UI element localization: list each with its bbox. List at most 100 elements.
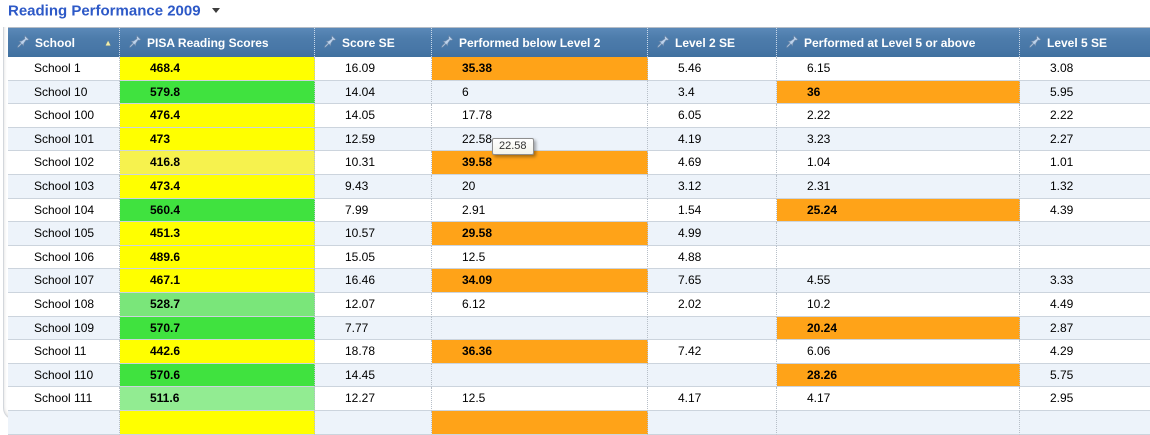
cell-score-se[interactable]: 16.09 bbox=[315, 57, 432, 81]
cell-pisa-score[interactable]: 476.4 bbox=[120, 104, 315, 128]
cell-level5-se[interactable]: 4.49 bbox=[1020, 292, 1150, 317]
cell-school[interactable]: School 1 bbox=[8, 57, 120, 81]
table-row[interactable]: School 1 468.4 16.09 35.38 5.46 6.15 3.08 bbox=[8, 57, 1150, 81]
column-header-school[interactable]: School ▲ bbox=[8, 28, 120, 57]
pin-icon[interactable] bbox=[785, 35, 799, 48]
cell-level2-se[interactable]: 4.88 bbox=[648, 245, 777, 270]
cell-level5-se[interactable] bbox=[1020, 410, 1150, 435]
cell-score-se[interactable]: 7.99 bbox=[315, 198, 432, 223]
cell-below-level2[interactable]: 35.38 bbox=[432, 57, 648, 81]
cell-below-level2[interactable]: 6 bbox=[432, 80, 648, 105]
cell-pisa-score[interactable]: 416.8 bbox=[120, 151, 315, 175]
cell-score-se[interactable]: 7.77 bbox=[315, 316, 432, 341]
cell-below-level2[interactable]: 22.58 bbox=[432, 127, 648, 152]
cell-level2-se[interactable] bbox=[648, 316, 777, 341]
table-row[interactable]: School 11 442.6 18.78 36.36 7.42 6.06 4.29 bbox=[8, 340, 1150, 364]
table-row[interactable]: School 111 511.6 12.27 12.5 4.17 4.17 2.95 bbox=[8, 387, 1150, 411]
pin-icon[interactable] bbox=[1028, 35, 1042, 48]
cell-level5-se[interactable]: 5.95 bbox=[1020, 80, 1150, 105]
cell-pisa-score[interactable]: 570.6 bbox=[120, 363, 315, 388]
cell-pisa-score[interactable]: 489.6 bbox=[120, 245, 315, 270]
cell-below-level2[interactable]: 17.78 bbox=[432, 104, 648, 128]
cell-below-level2[interactable]: 20 bbox=[432, 174, 648, 199]
cell-pisa-score[interactable] bbox=[120, 410, 315, 435]
table-row[interactable]: School 10 579.8 14.04 6 3.4 36 5.95 bbox=[8, 80, 1150, 105]
cell-pisa-score[interactable]: 511.6 bbox=[120, 387, 315, 411]
cell-score-se[interactable]: 12.59 bbox=[315, 127, 432, 152]
cell-level2-se[interactable] bbox=[648, 410, 777, 435]
cell-level5-se[interactable]: 1.01 bbox=[1020, 151, 1150, 175]
cell-at-level5[interactable]: 28.26 bbox=[777, 363, 1020, 388]
cell-school[interactable]: School 10 bbox=[8, 80, 120, 105]
column-header-level5-se[interactable]: Level 5 SE bbox=[1020, 28, 1150, 57]
table-row[interactable]: School 100 476.4 14.05 17.78 6.05 2.22 2.22 bbox=[8, 104, 1150, 128]
table-row[interactable]: School 107 467.1 16.46 34.09 7.65 4.55 3.33 bbox=[8, 269, 1150, 293]
cell-level2-se[interactable]: 4.19 bbox=[648, 127, 777, 152]
table-row[interactable]: School 108 528.7 12.07 6.12 2.02 10.2 4.49 bbox=[8, 292, 1150, 317]
cell-below-level2[interactable]: 6.12 bbox=[432, 292, 648, 317]
cell-score-se[interactable]: 10.57 bbox=[315, 222, 432, 246]
cell-level5-se[interactable]: 3.08 bbox=[1020, 57, 1150, 81]
cell-score-se[interactable]: 9.43 bbox=[315, 174, 432, 199]
cell-below-level2[interactable]: 39.58 bbox=[432, 151, 648, 175]
cell-level2-se[interactable]: 7.65 bbox=[648, 269, 777, 293]
cell-level2-se[interactable]: 3.12 bbox=[648, 174, 777, 199]
cell-below-level2[interactable] bbox=[432, 410, 648, 435]
cell-at-level5[interactable]: 36 bbox=[777, 80, 1020, 105]
column-header-below-level2[interactable]: Performed below Level 2 bbox=[432, 28, 648, 57]
cell-level2-se[interactable]: 1.54 bbox=[648, 198, 777, 223]
column-header-level2-se[interactable]: Level 2 SE bbox=[648, 28, 777, 57]
cell-level2-se[interactable]: 7.42 bbox=[648, 340, 777, 364]
cell-at-level5[interactable] bbox=[777, 245, 1020, 270]
pin-icon[interactable] bbox=[16, 35, 30, 48]
cell-level2-se[interactable]: 4.99 bbox=[648, 222, 777, 246]
cell-school[interactable]: School 11 bbox=[8, 340, 120, 364]
cell-at-level5[interactable]: 3.23 bbox=[777, 127, 1020, 152]
table-row[interactable] bbox=[8, 410, 1150, 435]
cell-at-level5[interactable]: 4.17 bbox=[777, 387, 1020, 411]
cell-school[interactable]: School 104 bbox=[8, 198, 120, 223]
cell-at-level5[interactable]: 20.24 bbox=[777, 316, 1020, 341]
cell-level5-se[interactable]: 2.95 bbox=[1020, 387, 1150, 411]
cell-level2-se[interactable]: 4.17 bbox=[648, 387, 777, 411]
cell-score-se[interactable]: 14.45 bbox=[315, 363, 432, 388]
cell-level2-se[interactable]: 2.02 bbox=[648, 292, 777, 317]
table-row[interactable]: School 106 489.6 15.05 12.5 4.88 bbox=[8, 245, 1150, 270]
table-row[interactable]: School 103 473.4 9.43 20 3.12 2.31 1.32 bbox=[8, 174, 1150, 199]
table-row[interactable]: School 101 473 12.59 22.58 4.19 3.23 2.27 bbox=[8, 127, 1150, 152]
cell-school[interactable]: School 107 bbox=[8, 269, 120, 293]
cell-level5-se[interactable]: 2.22 bbox=[1020, 104, 1150, 128]
cell-level2-se[interactable] bbox=[648, 363, 777, 388]
cell-pisa-score[interactable]: 451.3 bbox=[120, 222, 315, 246]
cell-level5-se[interactable]: 4.29 bbox=[1020, 340, 1150, 364]
column-header-at-level5[interactable]: Performed at Level 5 or above bbox=[777, 28, 1020, 57]
cell-at-level5[interactable]: 25.24 bbox=[777, 198, 1020, 223]
cell-at-level5[interactable]: 6.06 bbox=[777, 340, 1020, 364]
table-row[interactable]: School 109 570.7 7.77 20.24 2.87 bbox=[8, 316, 1150, 341]
pin-icon[interactable] bbox=[128, 35, 142, 48]
pin-icon[interactable] bbox=[440, 35, 454, 48]
cell-score-se[interactable]: 10.31 bbox=[315, 151, 432, 175]
cell-score-se[interactable] bbox=[315, 410, 432, 435]
pin-icon[interactable] bbox=[656, 35, 670, 48]
column-header-score[interactable]: PISA Reading Scores bbox=[120, 28, 315, 57]
cell-below-level2[interactable]: 12.5 bbox=[432, 245, 648, 270]
cell-pisa-score[interactable]: 467.1 bbox=[120, 269, 315, 293]
cell-at-level5[interactable] bbox=[777, 410, 1020, 435]
cell-score-se[interactable]: 18.78 bbox=[315, 340, 432, 364]
cell-pisa-score[interactable]: 442.6 bbox=[120, 340, 315, 364]
cell-level2-se[interactable]: 5.46 bbox=[648, 57, 777, 81]
cell-pisa-score[interactable]: 560.4 bbox=[120, 198, 315, 223]
table-row[interactable]: School 102 416.8 10.31 39.58 4.69 1.04 1.01 bbox=[8, 151, 1150, 175]
cell-pisa-score[interactable]: 528.7 bbox=[120, 292, 315, 317]
pin-icon[interactable] bbox=[323, 35, 337, 48]
cell-level2-se[interactable]: 6.05 bbox=[648, 104, 777, 128]
cell-level5-se[interactable]: 2.87 bbox=[1020, 316, 1150, 341]
report-title-dropdown[interactable]: Reading Performance 2009 bbox=[8, 2, 221, 26]
cell-school[interactable]: School 106 bbox=[8, 245, 120, 270]
cell-below-level2[interactable] bbox=[432, 363, 648, 388]
cell-score-se[interactable]: 12.27 bbox=[315, 387, 432, 411]
cell-at-level5[interactable]: 1.04 bbox=[777, 151, 1020, 175]
cell-level5-se[interactable]: 3.33 bbox=[1020, 269, 1150, 293]
cell-below-level2[interactable]: 2.91 bbox=[432, 198, 648, 223]
